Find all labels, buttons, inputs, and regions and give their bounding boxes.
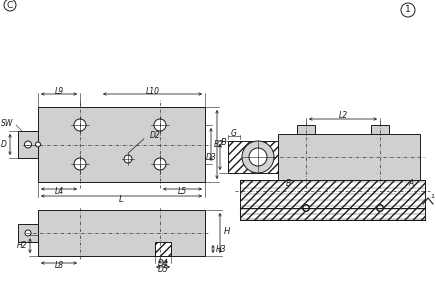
Text: B: B [286,179,291,188]
Circle shape [124,155,132,163]
Text: L8: L8 [54,261,64,270]
Bar [297,125,315,134]
Text: C: C [7,1,13,10]
Text: L5: L5 [178,188,187,197]
Circle shape [24,141,31,148]
Text: L10: L10 [146,87,160,96]
Text: A: A [408,179,413,188]
Circle shape [377,205,383,211]
Text: B2: B2 [214,140,224,149]
Text: D5: D5 [158,265,168,274]
Text: G: G [231,129,237,138]
Bar [18,131,38,158]
Text: L2: L2 [338,111,347,120]
Text: H3: H3 [216,244,227,254]
Text: 1.6: 1.6 [431,195,436,199]
Bar [228,141,278,173]
Circle shape [401,3,415,17]
Text: L4: L4 [54,188,64,197]
Circle shape [242,141,274,173]
Bar [240,208,425,220]
Circle shape [249,148,267,166]
Circle shape [35,142,41,147]
Circle shape [25,230,31,236]
Text: L9: L9 [54,87,64,96]
Text: D4: D4 [158,259,168,268]
Text: 1: 1 [405,6,411,14]
Circle shape [154,158,166,170]
Circle shape [377,204,384,212]
Text: L: L [119,195,124,204]
Circle shape [154,119,166,131]
Text: H: H [224,226,230,235]
Text: H2: H2 [17,241,27,250]
Bar [278,134,420,180]
Bar [38,107,205,182]
Circle shape [4,0,16,11]
Text: D2: D2 [150,131,161,140]
Circle shape [303,204,310,212]
Bar [155,242,171,256]
Text: B: B [221,138,227,147]
Circle shape [74,158,86,170]
Bar [240,180,425,208]
Text: D: D [1,140,7,149]
Text: D3: D3 [206,153,217,162]
Circle shape [303,205,309,211]
Bar [38,210,205,256]
Bar [18,224,38,242]
Text: SW: SW [0,118,13,127]
Circle shape [74,119,86,131]
Bar [371,125,389,134]
